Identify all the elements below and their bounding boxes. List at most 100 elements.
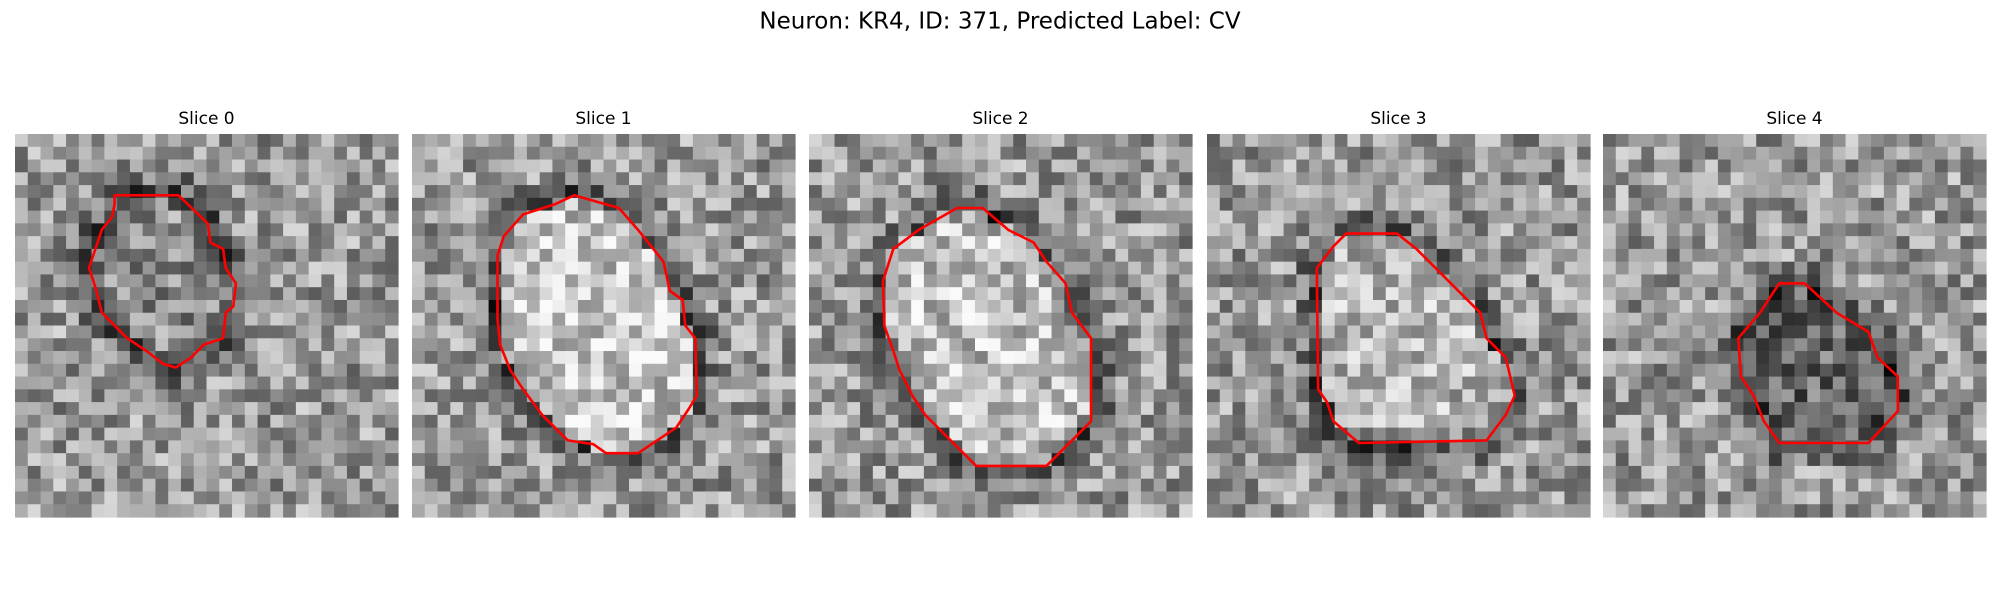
pixel bbox=[1038, 185, 1053, 199]
pixel bbox=[244, 299, 259, 314]
pixel bbox=[412, 185, 426, 199]
pixel bbox=[1909, 453, 1923, 467]
pixel bbox=[385, 134, 399, 148]
pixel bbox=[1140, 376, 1155, 390]
pixel bbox=[1013, 261, 1027, 276]
pixel bbox=[1577, 248, 1591, 263]
pixel bbox=[1140, 185, 1155, 199]
pixel bbox=[847, 299, 861, 314]
pixel bbox=[756, 287, 771, 301]
pixel bbox=[1089, 427, 1104, 441]
pixel bbox=[667, 453, 681, 467]
pixel bbox=[1232, 491, 1246, 505]
pixel bbox=[885, 210, 899, 224]
pixel bbox=[15, 363, 29, 378]
pixel bbox=[987, 261, 1002, 276]
pixel bbox=[514, 363, 528, 378]
pixel bbox=[769, 414, 783, 429]
pixel bbox=[1013, 453, 1027, 467]
pixel bbox=[283, 453, 297, 467]
pixel bbox=[1564, 414, 1578, 429]
pixel bbox=[949, 427, 963, 441]
pixel bbox=[1934, 159, 1949, 173]
pixel bbox=[321, 478, 335, 493]
pixel bbox=[1743, 338, 1757, 352]
pixel bbox=[1128, 172, 1142, 186]
pixel bbox=[1140, 312, 1155, 327]
pixel bbox=[590, 236, 605, 250]
pixel bbox=[1309, 236, 1323, 250]
pixel bbox=[1398, 172, 1412, 186]
pixel bbox=[731, 453, 745, 467]
pixel bbox=[898, 299, 912, 314]
pixel bbox=[1115, 491, 1129, 505]
pixel bbox=[1334, 351, 1349, 365]
pixel bbox=[1705, 197, 1719, 212]
pixel bbox=[872, 389, 887, 403]
pixel bbox=[193, 491, 208, 505]
pixel bbox=[1038, 261, 1053, 276]
pixel bbox=[66, 465, 80, 480]
pixel bbox=[1128, 185, 1142, 199]
pixel bbox=[641, 478, 656, 493]
pixel bbox=[1013, 134, 1027, 148]
pixel bbox=[514, 478, 528, 493]
pixel bbox=[1424, 376, 1438, 390]
pixel bbox=[321, 389, 335, 403]
pixel bbox=[1140, 478, 1155, 493]
pixel bbox=[219, 146, 233, 161]
pixel bbox=[872, 210, 887, 224]
pixel bbox=[680, 440, 694, 454]
pixel bbox=[821, 465, 836, 480]
pixel bbox=[1947, 223, 1962, 237]
pixel bbox=[1179, 453, 1193, 467]
pixel bbox=[1089, 299, 1104, 314]
pixel bbox=[1628, 146, 1642, 161]
pixel bbox=[911, 414, 925, 429]
pixel bbox=[1283, 478, 1297, 493]
pixel bbox=[1730, 299, 1745, 314]
pixel bbox=[769, 351, 783, 365]
pixel bbox=[1283, 261, 1297, 276]
pixel bbox=[782, 478, 796, 493]
pixel bbox=[1960, 389, 1974, 403]
pixel bbox=[667, 146, 681, 161]
pixel bbox=[1258, 491, 1272, 505]
pixel bbox=[1179, 197, 1193, 212]
pixel bbox=[1179, 134, 1193, 148]
pixel bbox=[680, 197, 694, 212]
pixel bbox=[1077, 414, 1091, 429]
pixel bbox=[641, 376, 656, 390]
pixel bbox=[1219, 248, 1234, 263]
pixel bbox=[718, 414, 732, 429]
pixel bbox=[1321, 299, 1336, 314]
pixel bbox=[1960, 197, 1974, 212]
pixel bbox=[731, 427, 745, 441]
pixel bbox=[142, 491, 157, 505]
pixel bbox=[872, 414, 887, 429]
pixel bbox=[1666, 134, 1681, 148]
pixel bbox=[1283, 414, 1297, 429]
pixel bbox=[936, 402, 951, 416]
pixel bbox=[1487, 172, 1502, 186]
pixel bbox=[66, 402, 80, 416]
pixel bbox=[667, 223, 681, 237]
pixel bbox=[1615, 491, 1630, 505]
pixel bbox=[104, 248, 118, 263]
pixel bbox=[1372, 274, 1387, 288]
pixel bbox=[809, 274, 823, 288]
pixel bbox=[1026, 338, 1040, 352]
pixel bbox=[1000, 491, 1014, 505]
pixel bbox=[1140, 134, 1155, 148]
pixel bbox=[1026, 440, 1040, 454]
pixel bbox=[1283, 427, 1297, 441]
pixel bbox=[1283, 440, 1297, 454]
pixel bbox=[692, 134, 707, 148]
pixel bbox=[1245, 236, 1259, 250]
pixel bbox=[911, 325, 925, 339]
pixel bbox=[1513, 172, 1527, 186]
pixel bbox=[206, 159, 220, 173]
pixel bbox=[641, 248, 656, 263]
pixel bbox=[78, 172, 93, 186]
pixel bbox=[1089, 287, 1104, 301]
